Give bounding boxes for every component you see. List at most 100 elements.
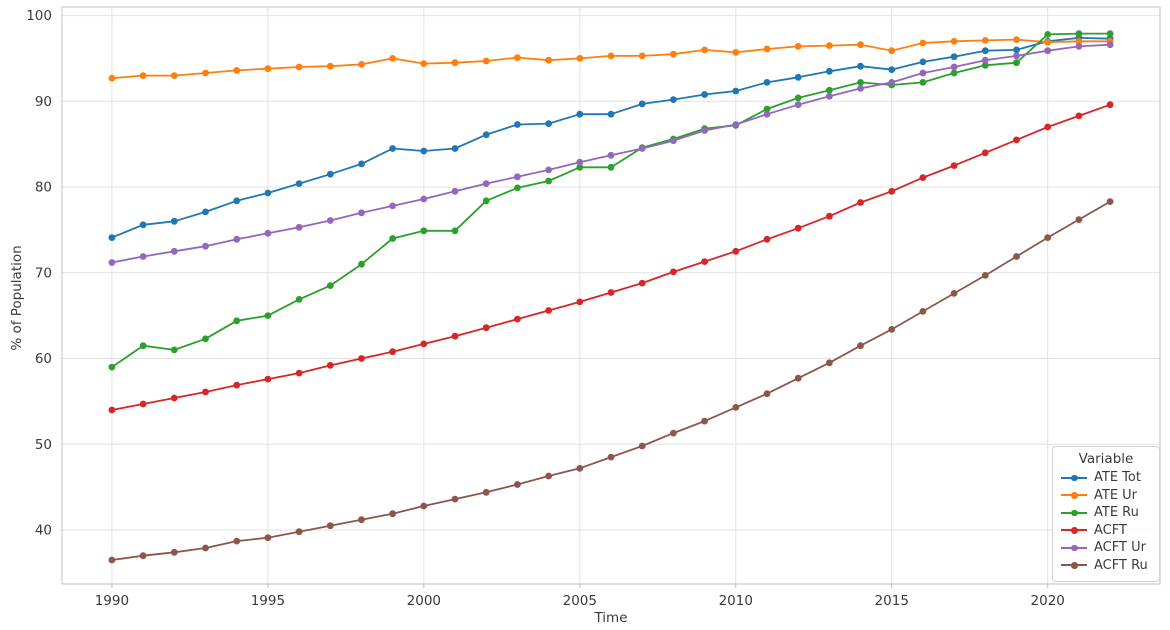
y-axis-label: % of Population: [9, 245, 25, 350]
data-point: [919, 58, 927, 66]
legend-item-label: ATE Ur: [1094, 487, 1138, 503]
series-markers-acft: [108, 101, 1114, 414]
data-point: [295, 528, 303, 536]
data-point: [295, 296, 303, 303]
x-tick-label: 2005: [563, 593, 597, 609]
data-point: [1075, 30, 1083, 37]
data-point: [202, 242, 209, 250]
data-point: [514, 173, 521, 181]
x-tick-label: 2015: [875, 593, 909, 609]
data-point: [514, 315, 521, 323]
data-point: [857, 342, 864, 350]
data-point: [202, 335, 209, 343]
legend-title: Variable: [1078, 451, 1134, 467]
legend-item-label: ATE Ru: [1094, 505, 1139, 521]
data-point: [358, 209, 365, 217]
data-point: [326, 522, 334, 530]
data-point: [1013, 52, 1020, 60]
data-point: [326, 62, 334, 70]
data-point: [233, 197, 241, 205]
data-point: [794, 73, 802, 81]
tick-layer: 1990 1995 2000 2005 2010 2015 2020 40 50 60 70 80 90…: [26, 8, 1065, 609]
data-point: [826, 67, 833, 75]
data-point: [607, 163, 615, 171]
data-point: [950, 290, 958, 297]
data-point: [545, 120, 552, 127]
data-point: [1013, 59, 1020, 67]
data-point: [576, 298, 584, 306]
data-point: [420, 195, 428, 203]
data-point: [763, 45, 771, 53]
data-point: [576, 110, 584, 118]
legend-item-acft: ACFT: [1061, 522, 1151, 540]
data-point: [950, 162, 958, 170]
data-point: [1013, 253, 1020, 260]
data-point: [139, 400, 147, 408]
data-point: [326, 362, 334, 369]
data-point: [826, 86, 833, 94]
data-point: [389, 202, 396, 210]
data-point: [514, 121, 521, 128]
x-tick-label: 2010: [719, 593, 753, 609]
data-point: [451, 59, 459, 67]
data-point: [108, 406, 116, 414]
data-point: [794, 94, 802, 102]
data-point: [763, 235, 771, 243]
series-line-ate-ru: [111, 32, 1111, 368]
data-point: [857, 79, 864, 86]
series-line-acft: [111, 103, 1111, 411]
data-point: [482, 488, 490, 496]
data-point: [638, 52, 646, 60]
data-point: [170, 394, 178, 402]
data-point: [170, 217, 178, 225]
data-point: [857, 85, 864, 92]
data-point: [1106, 101, 1114, 109]
data-point: [358, 355, 365, 362]
data-point: [732, 404, 740, 411]
data-point: [1075, 43, 1083, 50]
data-point: [389, 55, 396, 62]
data-point: [701, 417, 708, 425]
data-point: [981, 149, 989, 157]
data-point: [264, 375, 272, 383]
data-point: [451, 145, 459, 152]
data-point: [794, 101, 802, 109]
data-point: [233, 381, 241, 389]
data-point: [1075, 112, 1083, 120]
data-point: [919, 39, 927, 47]
data-point: [607, 52, 615, 60]
y-tick-label: 60: [35, 351, 52, 367]
data-point: [670, 96, 677, 103]
data-point: [1106, 198, 1114, 206]
data-point: [919, 79, 927, 86]
legend-item-acft-ru: ACFT Ru: [1061, 557, 1151, 575]
data-point: [295, 180, 303, 188]
data-point: [981, 37, 989, 44]
data-point: [326, 217, 334, 224]
data-point: [264, 229, 272, 237]
data-point: [295, 63, 303, 71]
data-point: [295, 369, 303, 377]
data-point: [420, 502, 428, 510]
data-point: [451, 227, 459, 235]
data-point: [670, 268, 677, 276]
data-point: [326, 170, 334, 178]
x-tick-label: 1990: [95, 593, 129, 609]
series-markers-ate-ru: [108, 30, 1114, 371]
data-point: [981, 272, 989, 279]
data-point: [701, 46, 708, 54]
data-point: [295, 223, 303, 231]
data-point: [857, 62, 864, 70]
data-point: [888, 66, 896, 73]
data-point: [857, 199, 864, 206]
data-point: [108, 363, 116, 371]
data-point: [763, 105, 771, 113]
legend-item-ate-tot: ATE Tot: [1061, 469, 1151, 487]
data-point: [202, 544, 209, 552]
data-point: [826, 42, 833, 49]
data-point: [1013, 136, 1020, 144]
data-point: [638, 442, 646, 450]
data-point: [202, 69, 209, 77]
data-point: [981, 56, 989, 64]
